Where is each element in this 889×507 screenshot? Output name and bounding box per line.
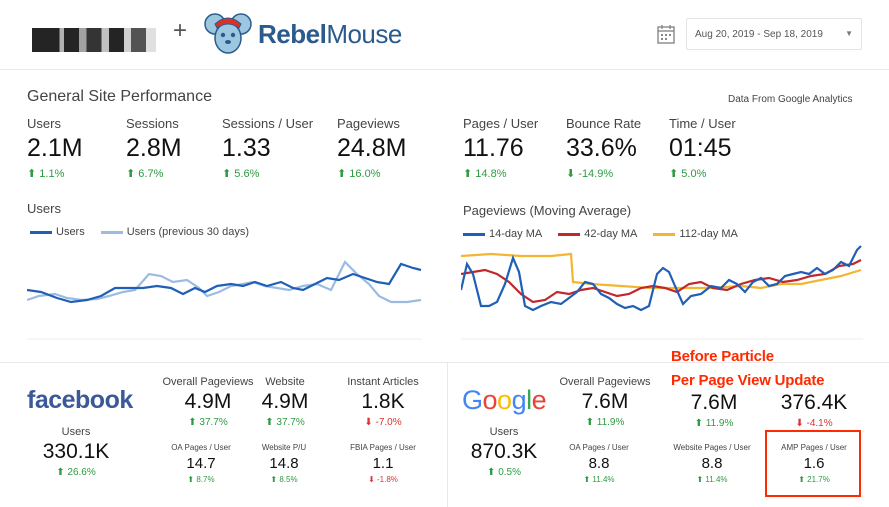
pageviews-chart-legend: 14-day MA 42-day MA 112-day MA: [463, 228, 748, 240]
arrow-up-icon: ⬆: [27, 168, 37, 180]
legend-item[interactable]: 112-day MA: [653, 228, 738, 240]
date-range-label: Aug 20, 2019 - Sep 18, 2019: [695, 29, 823, 40]
google-logo: Google: [462, 385, 547, 415]
series-14-day-ma: [461, 245, 862, 312]
google-users: Users 870.3K ⬆ 0.5%: [470, 426, 538, 478]
arrow-up-icon: ⬆: [126, 168, 136, 180]
arrow-up-icon: ⬆: [696, 475, 704, 484]
series-users: [27, 262, 422, 304]
google-website-pageviews: 7.6M ⬆ 11.9%: [690, 391, 738, 429]
update-annotation: Before Particle Per Page View Update: [671, 348, 825, 389]
google-amp-pages-per-user: AMP Pages / User 1.6 ⬆ 21.7%: [781, 443, 847, 484]
facebook-fbia-pages-per-user: FBIA Pages / User 1.1 ⬇ -1.8%: [350, 443, 416, 484]
arrow-down-icon: ⬇: [364, 417, 373, 428]
arrow-down-icon: ⬇: [368, 475, 375, 484]
legend-item[interactable]: 14-day MA: [463, 228, 542, 240]
arrow-up-icon: ⬆: [222, 168, 232, 180]
arrow-up-icon: ⬆: [270, 475, 278, 484]
section-title: General Site Performance: [27, 88, 212, 105]
pageviews-line-chart: [461, 245, 863, 340]
metric-pageviews: Pageviews 24.8M ⬆ 16.0%: [337, 116, 407, 180]
arrow-up-icon: ⬆: [265, 417, 274, 428]
users-line-chart: [27, 260, 422, 340]
facebook-instant-articles: Instant Articles 1.8K ⬇ -7.0%: [347, 376, 419, 428]
legend-item[interactable]: Users: [30, 226, 85, 238]
metric-pages-per-user: Pages / User 11.76 ⬆ 14.8%: [463, 116, 539, 180]
metric-users: Users 2.1M ⬆ 1.1%: [27, 116, 83, 180]
rebelmouse-logo: RebelMouse: [258, 19, 402, 49]
arrow-down-icon: ⬇: [795, 418, 804, 429]
arrow-up-icon: ⬆: [669, 168, 679, 180]
facebook-website-pages-per-user: Website P/U 14.8 ⬆ 8.5%: [261, 443, 307, 484]
redacted-client-logo: [32, 28, 156, 52]
section-divider: [0, 362, 889, 363]
calendar-icon[interactable]: [657, 24, 675, 44]
google-overall-pageviews: Overall Pageviews 7.6M ⬆ 11.9%: [559, 376, 651, 428]
arrow-up-icon: ⬆: [187, 475, 195, 484]
facebook-website-pageviews: Website 4.9M ⬆ 37.7%: [261, 376, 309, 428]
arrow-up-icon: ⬆: [798, 475, 805, 484]
facebook-overall-pageviews: Overall Pageviews 4.9M ⬆ 37.7%: [162, 376, 254, 428]
google-website-pages-per-user: Website Pages / User 8.8 ⬆ 11.4%: [673, 443, 751, 484]
page-header: + RebelMouse Aug 20, 2019 - Sep 18, 2019…: [0, 0, 889, 70]
google-oa-pages-per-user: OA Pages / User 8.8 ⬆ 11.4%: [569, 443, 629, 484]
users-chart-title: Users: [27, 201, 61, 216]
users-chart-legend: Users Users (previous 30 days): [30, 226, 259, 238]
facebook-logo: facebook: [27, 386, 133, 414]
legend-item[interactable]: Users (previous 30 days): [100, 226, 249, 238]
arrow-up-icon: ⬆: [56, 467, 65, 478]
arrow-up-icon: ⬆: [585, 417, 594, 428]
legend-item[interactable]: 42-day MA: [558, 228, 637, 240]
metric-bounce-rate: Bounce Rate 33.6% ⬇ -14.9%: [566, 116, 642, 180]
pageviews-chart-title: Pageviews (Moving Average): [463, 203, 632, 218]
series-users-previous: [27, 260, 422, 304]
metric-sessions: Sessions 2.8M ⬆ 6.7%: [126, 116, 182, 180]
plus-sign: +: [173, 17, 188, 44]
google-amp-pageviews: 376.4K ⬇ -4.1%: [780, 391, 848, 429]
metric-time-per-user: Time / User 01:45 ⬆ 5.0%: [669, 116, 736, 180]
arrow-up-icon: ⬆: [694, 418, 703, 429]
arrow-up-icon: ⬆: [583, 475, 591, 484]
metric-sessions-per-user: Sessions / User 1.33 ⬆ 5.6%: [222, 116, 314, 180]
data-source-note: Data From Google Analytics: [728, 94, 853, 105]
highlight-box: [765, 430, 861, 497]
arrow-up-icon: ⬆: [487, 467, 496, 478]
arrow-up-icon: ⬆: [188, 417, 197, 428]
arrow-up-icon: ⬆: [337, 168, 347, 180]
arrow-down-icon: ⬇: [566, 168, 576, 180]
column-divider: [447, 362, 448, 507]
arrow-up-icon: ⬆: [463, 168, 473, 180]
mouse-mascot-icon: [204, 13, 252, 54]
facebook-oa-pages-per-user: OA Pages / User 14.7 ⬆ 8.7%: [171, 443, 231, 484]
date-range-select[interactable]: Aug 20, 2019 - Sep 18, 2019 ▼: [686, 18, 862, 50]
facebook-users: Users 330.1K ⬆ 26.6%: [42, 426, 110, 478]
chevron-down-icon: ▼: [845, 29, 853, 38]
